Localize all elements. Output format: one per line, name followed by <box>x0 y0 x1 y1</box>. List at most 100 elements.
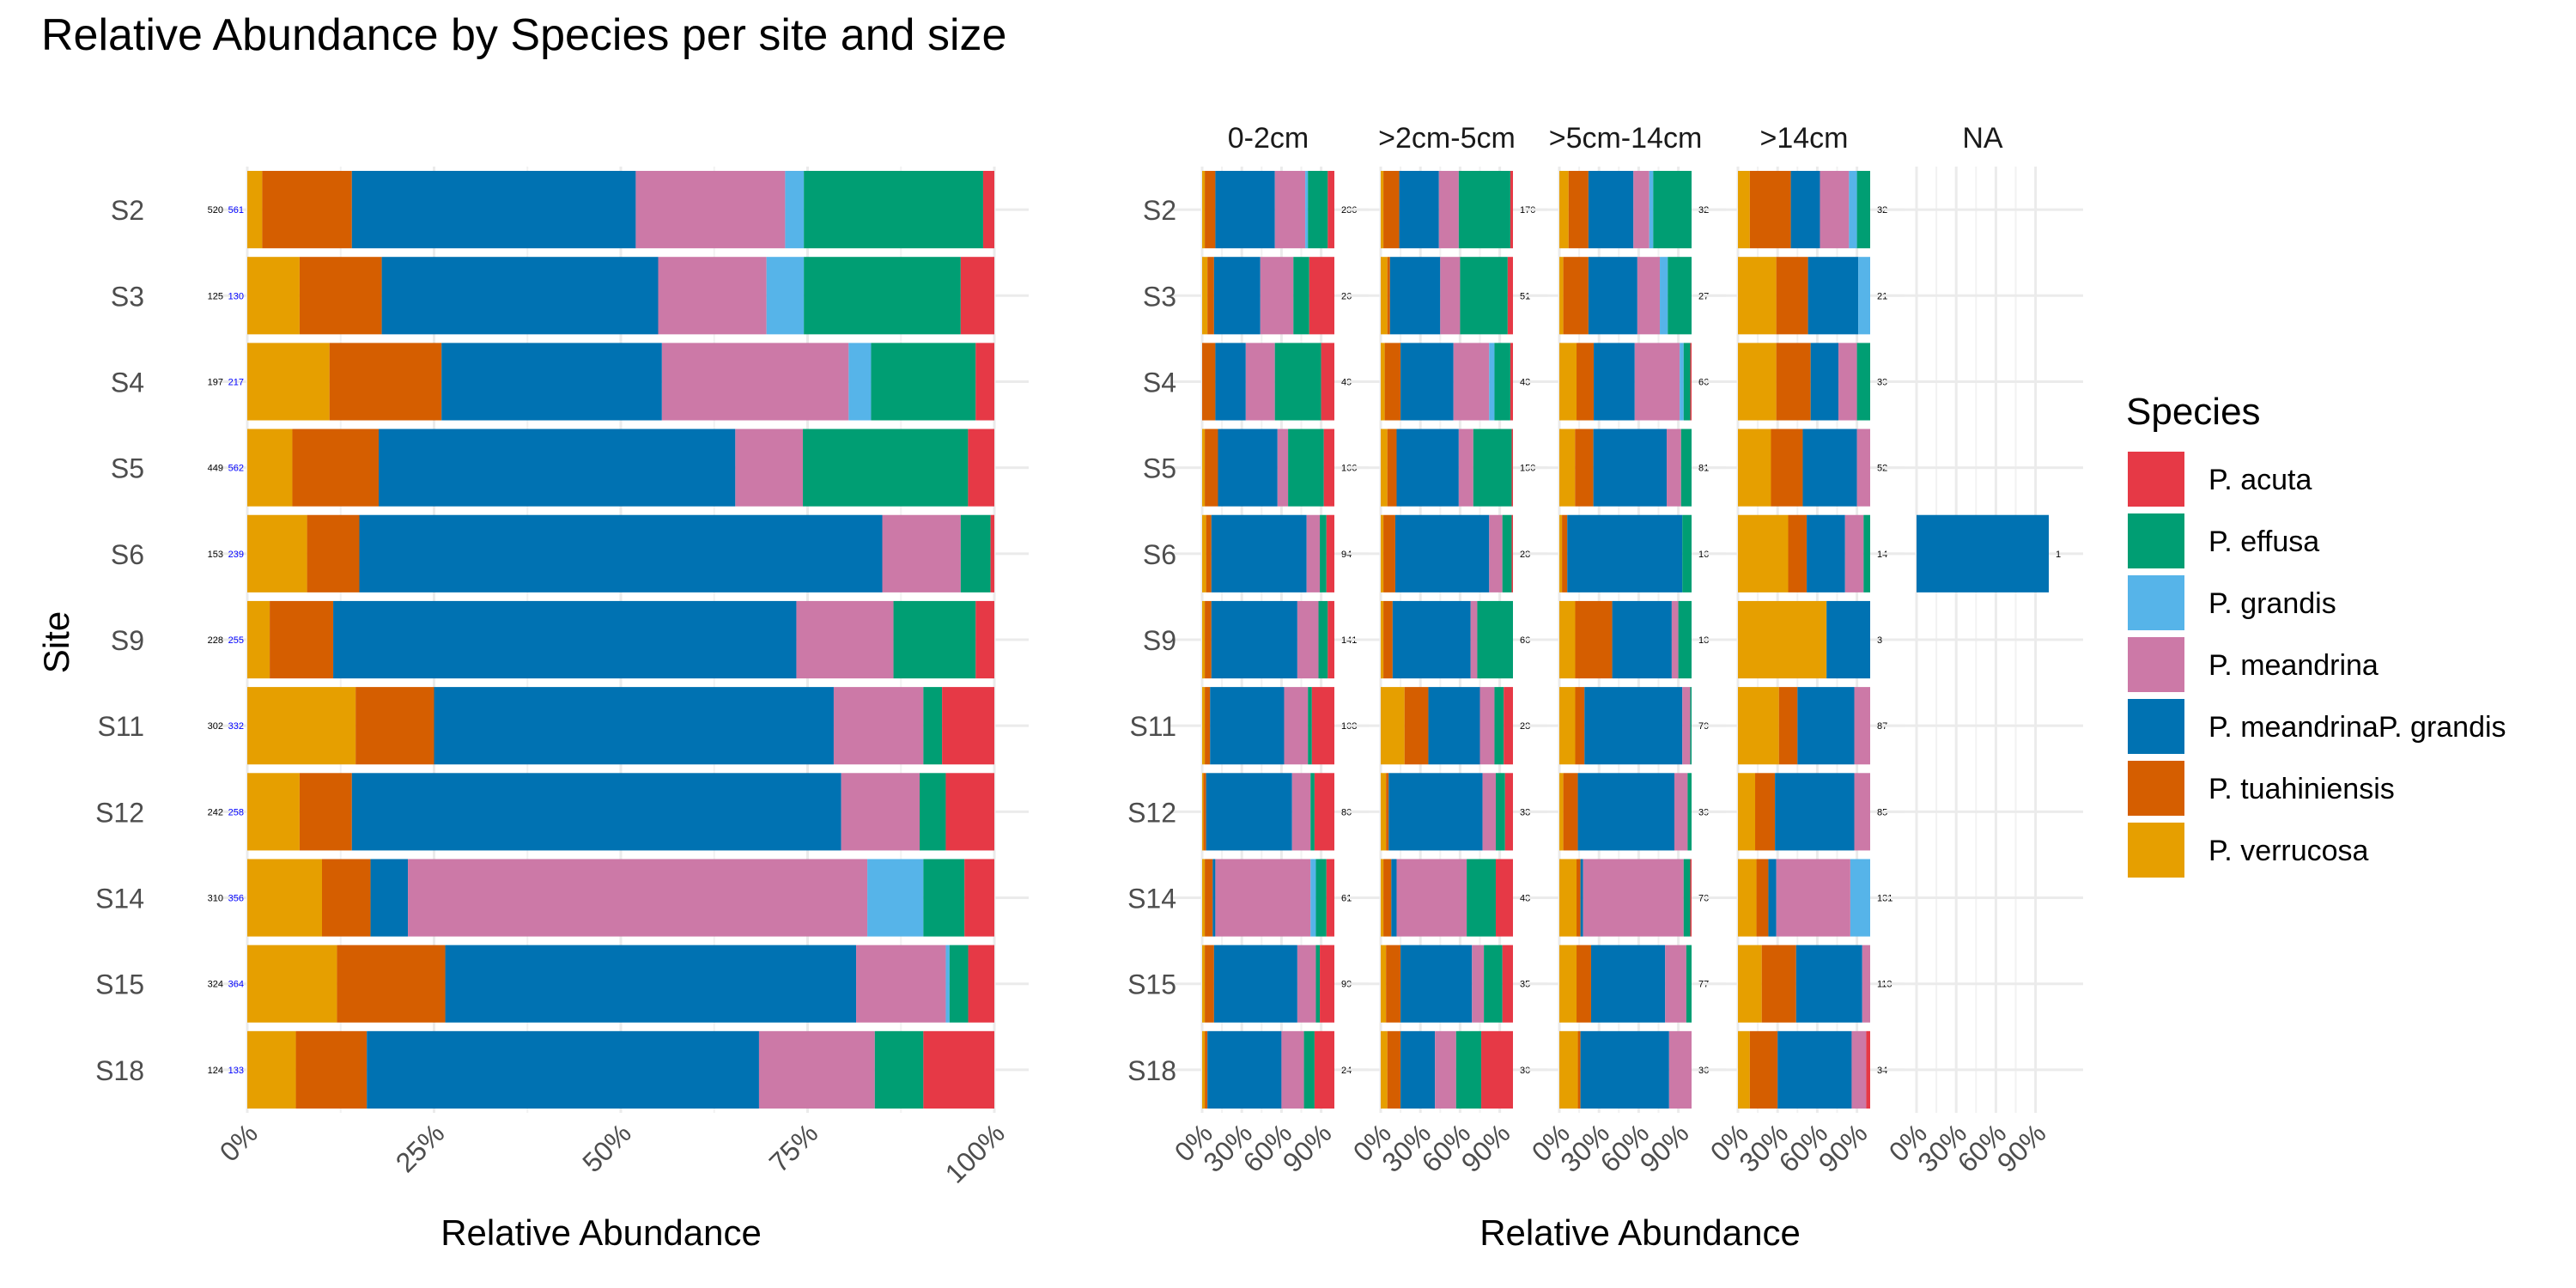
bar-segment-s6-p-meandrinap-grandis <box>1567 514 1683 592</box>
bar-segment-s15-p-meandrinap-grandis <box>445 945 857 1023</box>
bar-segment-s14-p-meandrina <box>1215 859 1311 937</box>
bar-segment-s6-p-tuahiniensis <box>1383 514 1395 592</box>
bar-segment-s14-p-tuahiniensis <box>1577 859 1581 937</box>
bar-segment-s4-p-effusa <box>1856 343 1870 421</box>
bar-segment-s4-p-effusa <box>1494 343 1510 421</box>
bar-segment-s9-p-meandrinap-grandis <box>1826 600 1870 679</box>
bar-segment-s9-p-meandrina <box>1470 600 1478 679</box>
bar-segment-s11-p-acuta <box>942 687 994 765</box>
bar-segment-s3-p-tuahiniensis <box>1387 257 1390 335</box>
bar-segment-s3-p-meandrinap-grandis <box>1588 257 1637 335</box>
count-label-black: 242 <box>208 807 223 817</box>
bar-segment-s6-p-meandrinap-grandis <box>1917 514 2049 592</box>
bar-segment-s11-p-meandrinap-grandis <box>434 687 834 765</box>
bar-segment-s12-p-verrucosa <box>247 773 300 851</box>
bar-segment-s14-p-effusa <box>1315 859 1327 937</box>
bar-segment-s14-p-acuta <box>1690 859 1692 937</box>
bar-segment-s6-p-effusa <box>1682 514 1692 592</box>
bar-segment-s11-p-meandrina <box>1284 687 1309 765</box>
panel-2cm-5cm: >2cm-5cm1705143150286628384835300%30%60%… <box>1346 122 1547 1178</box>
count-label-black: 310 <box>208 894 223 904</box>
bar-segment-s14-p-verrucosa <box>1202 859 1206 937</box>
bar-segment-s3-p-verrucosa <box>1202 257 1208 335</box>
bar-segment-s14-p-tuahiniensis <box>322 859 371 937</box>
bar-segment-s2-p-grandis <box>785 171 805 249</box>
site-label-s5: S5 <box>1143 453 1176 484</box>
site-label-s9: S9 <box>111 625 144 656</box>
bar-segment-s12-p-effusa <box>1310 773 1315 851</box>
bar-segment-s2-p-meandrina <box>635 171 786 249</box>
bar-segment-s15-p-grandis <box>945 945 950 1023</box>
bar-segment-s5-p-verrucosa <box>1738 428 1771 507</box>
bar-segment-s5-p-effusa <box>1288 428 1324 507</box>
bar-segment-s9-p-verrucosa <box>1559 600 1576 679</box>
bar-segment-s2-p-verrucosa <box>247 171 263 249</box>
bar-segment-s15-p-meandrinap-grandis <box>1590 945 1666 1023</box>
bar-segment-s5-p-tuahiniensis <box>1387 428 1397 507</box>
bar-segment-s12-p-meandrina <box>1291 773 1311 851</box>
bar-segment-s15-p-meandrina <box>1862 945 1870 1023</box>
bar-segment-s6-p-meandrinap-grandis <box>1807 514 1845 592</box>
bar-segment-s9-p-tuahiniensis <box>1383 600 1393 679</box>
bar-segment-s15-p-effusa <box>1484 945 1503 1023</box>
bar-segment-s11-p-meandrina <box>1854 687 1870 765</box>
bar-segment-s18-p-meandrina <box>1281 1030 1304 1109</box>
bar-segment-s6-p-tuahiniensis <box>1788 514 1807 592</box>
bar-segment-s3-p-effusa <box>1460 257 1508 335</box>
bar-segment-s18-p-tuahiniensis <box>1749 1030 1778 1109</box>
bar-segment-s12-p-meandrinap-grandis <box>351 773 841 851</box>
bar-segment-s11-p-verrucosa <box>1559 687 1576 765</box>
bar-segment-s18-p-meandrinap-grandis <box>1400 1030 1436 1109</box>
bar-segment-s12-p-tuahiniensis <box>1563 773 1578 851</box>
legend-key-p-grandis <box>2128 575 2184 630</box>
bar-segment-s4-p-acuta <box>1690 343 1692 421</box>
bar-segment-s18-p-meandrinap-grandis <box>1580 1030 1669 1109</box>
bar-segment-s6-p-meandrina <box>1489 514 1503 592</box>
bar-segment-s11-p-meandrinap-grandis <box>1584 687 1683 765</box>
count-label-blue: 130 <box>228 291 244 301</box>
bar-segment-s4-p-grandis <box>848 343 872 421</box>
bar-segment-s6-p-acuta <box>990 514 994 592</box>
bar-segment-s5-p-acuta <box>1511 428 1513 507</box>
bar-segment-s14-p-meandrinap-grandis <box>1580 859 1583 937</box>
bar-segment-s18-p-tuahiniensis <box>1205 1030 1208 1109</box>
bar-segment-s2-p-verrucosa <box>1202 171 1206 249</box>
bar-segment-s12-p-effusa <box>920 773 946 851</box>
bar-segment-s11-p-tuahiniensis <box>355 687 434 765</box>
bar-segment-s2-p-tuahiniensis <box>1205 171 1216 249</box>
site-label-s4: S4 <box>1143 367 1176 398</box>
bar-segment-s18-p-meandrinap-grandis <box>1207 1030 1282 1109</box>
bar-segment-s11-p-effusa <box>1494 687 1504 765</box>
bar-segment-s4-p-meandrinap-grandis <box>1594 343 1635 421</box>
bar-segment-s2-p-meandrina <box>1820 171 1850 249</box>
bar-segment-s15-p-meandrina <box>1472 945 1485 1023</box>
count-label-black: 197 <box>208 377 223 387</box>
bar-segment-s5-p-verrucosa <box>1381 428 1388 507</box>
bar-segment-s15-p-meandrinap-grandis <box>1213 945 1297 1023</box>
bar-segment-s6-p-tuahiniensis <box>307 514 360 592</box>
legend-label-p-effusa: P. effusa <box>2208 526 2319 558</box>
bar-segment-s12-p-effusa <box>1495 773 1505 851</box>
bar-segment-s3-p-tuahiniensis <box>1776 257 1808 335</box>
bar-segment-s18-p-effusa <box>1303 1030 1315 1109</box>
bar-segment-s15-p-tuahiniensis <box>1205 945 1214 1023</box>
bar-segment-s12-p-meandrina <box>841 773 920 851</box>
legend-label-p-meandrina: P. meandrina <box>2208 649 2379 682</box>
bar-segment-s18-p-verrucosa <box>1559 1030 1578 1109</box>
bar-segment-s18-p-meandrinap-grandis <box>367 1030 759 1109</box>
bar-segment-s2-p-meandrina <box>1438 171 1459 249</box>
count-label-black: 449 <box>208 464 223 474</box>
bar-segment-s9-p-effusa <box>1318 600 1328 679</box>
bar-segment-s14-p-verrucosa <box>1381 859 1384 937</box>
bar-segment-s18-p-verrucosa <box>1381 1030 1388 1109</box>
site-label-s3: S3 <box>111 281 144 312</box>
bar-segment-s14-p-meandrina <box>408 859 868 937</box>
bar-segment-s18-p-effusa <box>1455 1030 1482 1109</box>
bar-segment-s3-p-meandrina <box>1637 257 1661 335</box>
bar-segment-s18-p-tuahiniensis <box>295 1030 368 1109</box>
bar-segment-s12-p-tuahiniensis <box>299 773 352 851</box>
bar-segment-s15-p-verrucosa <box>1381 945 1387 1023</box>
strip-label-2cm-5cm: >2cm-5cm <box>1378 122 1516 155</box>
bar-segment-s2-p-verrucosa <box>1381 171 1384 249</box>
bar-segment-s12-p-verrucosa <box>1738 773 1756 851</box>
